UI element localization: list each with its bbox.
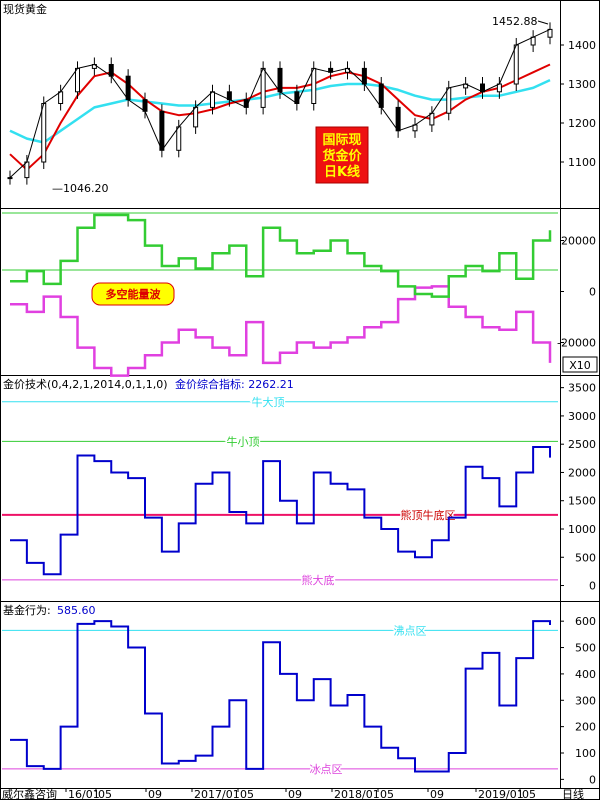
x-tick-label: 05 xyxy=(522,788,536,800)
candle-body xyxy=(24,161,30,179)
panel1-title: 现货黄金 xyxy=(3,2,47,16)
y-tick-label: 100 xyxy=(575,747,596,760)
candle-body xyxy=(176,126,182,151)
y-tick-label: 1000 xyxy=(568,523,596,536)
multiplier-label: X10 xyxy=(569,359,591,372)
indicator-header: 金价技术(0,4,2,1,2014,0,1,1,0) xyxy=(3,377,168,391)
y-tick-label: 400 xyxy=(575,668,596,681)
bear-energy-line xyxy=(10,285,552,377)
y-tick-label: 0 xyxy=(589,286,596,299)
fund-behavior-line xyxy=(10,620,551,773)
candle-body xyxy=(159,110,165,151)
candle-body xyxy=(311,67,317,104)
level-label: 牛大顶 xyxy=(252,395,285,409)
y-tick-label: 500 xyxy=(575,642,596,655)
x-tick-label: 09 xyxy=(430,788,444,800)
price-stamp-line: 日K线 xyxy=(324,164,360,180)
y-tick-label: 2500 xyxy=(568,438,596,451)
fund-header-value: 585.60 xyxy=(57,604,96,617)
bull-energy-line xyxy=(10,213,552,298)
candle-body xyxy=(446,87,452,114)
y-tick-label: 1200 xyxy=(568,117,596,130)
candle-body xyxy=(75,67,80,93)
composite-indicator-line xyxy=(10,446,551,576)
y-tick-label: 20000 xyxy=(561,235,596,248)
y-tick-label: 2000 xyxy=(568,466,596,479)
price-close-line xyxy=(9,28,551,178)
candle-body xyxy=(142,99,148,112)
candle-body xyxy=(210,91,215,108)
candle-body xyxy=(7,177,13,180)
candle-body xyxy=(193,106,199,128)
x-tick-label: 09 xyxy=(288,788,302,800)
y-tick-label: 3500 xyxy=(568,382,596,395)
y-tick-label: 1400 xyxy=(568,39,596,52)
fund-header-label: 基金行为: xyxy=(3,603,51,617)
x-tick-label: 05 xyxy=(380,788,394,800)
level-label: 熊顶牛底区 xyxy=(401,508,456,522)
candle-body xyxy=(513,44,519,85)
x-tick-label: 2018/01 xyxy=(334,788,380,800)
x-tick-label: 2019/01 xyxy=(478,788,524,800)
candle-body xyxy=(361,67,367,85)
source-label: 威尔鑫咨询 xyxy=(2,787,57,800)
candle-body xyxy=(41,103,47,163)
y-tick-label: 3000 xyxy=(568,410,596,423)
y-tick-label: 500 xyxy=(575,551,596,564)
y-tick-label: 1300 xyxy=(568,78,596,91)
low-price-label: —1046.20 xyxy=(52,182,109,195)
high-price-label: 1452.88 xyxy=(492,15,538,28)
x-tick-label: 09 xyxy=(148,788,162,800)
level-label: 沸点区 xyxy=(394,624,427,637)
candle-body xyxy=(125,75,131,101)
candle-body xyxy=(260,67,266,108)
candle-body xyxy=(395,106,401,132)
multiplier-box xyxy=(562,356,598,373)
candle-body xyxy=(108,64,114,77)
energy-badge-box xyxy=(91,282,175,306)
y-tick-label: 0 xyxy=(589,773,596,786)
level-label: 冰点区 xyxy=(310,763,343,776)
y-tick-label: 200 xyxy=(575,721,596,734)
price-stamp-line: 货金价 xyxy=(322,148,362,164)
indicator-value: 金价综合指标: 2262.21 xyxy=(175,377,294,391)
candle-body xyxy=(58,91,64,105)
x-tick-label: 05 xyxy=(240,788,254,800)
level-label: 牛小顶 xyxy=(227,434,260,448)
energy-badge-label: 多空能量波 xyxy=(106,287,162,301)
period-label: 日线 xyxy=(562,787,584,800)
level-label: 熊大底 xyxy=(302,573,335,587)
price-stamp-line: 国际现 xyxy=(322,133,361,148)
x-tick-label: 16/01 xyxy=(68,788,100,800)
candle-body xyxy=(277,67,283,93)
y-tick-label: 0 xyxy=(589,580,596,593)
x-tick-label: 05 xyxy=(98,788,112,800)
price-stamp-box xyxy=(315,126,369,184)
y-tick-label: -20000 xyxy=(557,337,596,350)
y-tick-label: 1100 xyxy=(568,156,596,169)
candle-body xyxy=(429,112,435,126)
x-tick-label: 2017/01 xyxy=(194,788,240,800)
y-tick-label: 1500 xyxy=(568,495,596,508)
candle-body xyxy=(378,83,384,108)
y-tick-label: 300 xyxy=(575,694,596,707)
high-price-pointer xyxy=(537,20,549,25)
y-tick-label: 600 xyxy=(575,615,596,628)
